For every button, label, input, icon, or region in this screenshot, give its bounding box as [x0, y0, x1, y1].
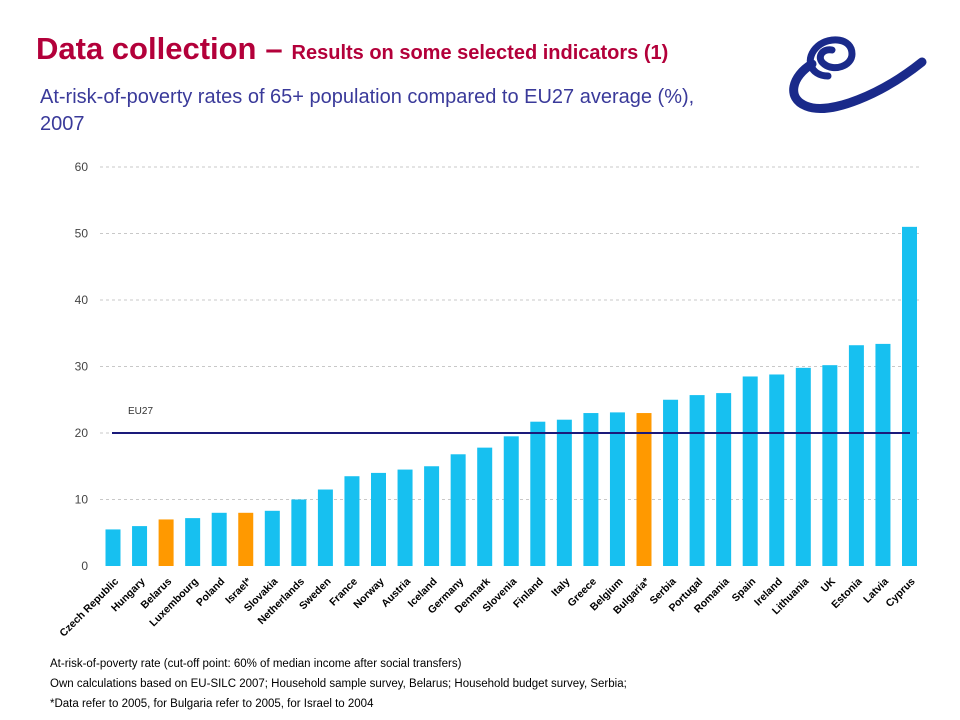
bar-serbia — [663, 399, 679, 566]
bar-iceland — [424, 466, 440, 566]
bar-poland — [211, 512, 227, 566]
y-tick-label-50: 50 — [75, 227, 89, 241]
footnote-definition: At-risk-of-poverty rate (cut-off point: … — [50, 658, 462, 670]
bar-italy — [556, 419, 572, 566]
bar-cyprus — [902, 226, 917, 566]
bar-norway — [371, 472, 386, 566]
bar-luxembourg — [185, 518, 201, 566]
bar-latvia — [875, 343, 891, 566]
bar-hungary — [132, 526, 148, 566]
bar-lithuania — [795, 367, 811, 566]
x-tick-label-italy: Italy — [549, 576, 572, 599]
bar-belgium — [609, 412, 625, 566]
bar-finland — [530, 421, 546, 566]
x-tick-label-cyprus: Cyprus — [884, 576, 918, 610]
x-tick-label-poland: Poland — [194, 576, 227, 609]
bar-belarus — [158, 519, 174, 566]
bar-uk — [822, 365, 838, 566]
x-tick-label-finland: Finland — [511, 576, 546, 611]
slide-title: Data collection – Results on some select… — [36, 30, 668, 67]
bar-czech-republic — [105, 529, 121, 566]
footnote-data-years: *Data refer to 2005, for Bulgaria refer … — [50, 698, 374, 710]
bar-bulgaria — [636, 413, 652, 566]
bar-ireland — [769, 374, 785, 566]
bar-sweden — [317, 489, 333, 566]
bar-romania — [716, 393, 732, 566]
y-tick-label-10: 10 — [75, 493, 89, 507]
y-tick-label-0: 0 — [81, 559, 88, 573]
bar-denmark — [477, 447, 493, 566]
footnote-sources: Own calculations based on EU-SILC 2007; … — [50, 678, 627, 690]
bar-germany — [450, 454, 466, 566]
x-tick-label-uk: UK — [819, 575, 839, 595]
chart-subtitle: At-risk-of-poverty rates of 65+ populati… — [40, 86, 695, 135]
slide-title-sub: Results on some selected indicators (1) — [291, 42, 669, 64]
bar-spain — [742, 376, 758, 566]
y-tick-label-30: 30 — [75, 360, 89, 374]
slide-title-main: Data collection — [36, 31, 257, 66]
bar-france — [344, 476, 360, 566]
slide-title-dash: – — [265, 31, 283, 66]
y-tick-label-40: 40 — [75, 293, 89, 307]
footnotes: At-risk-of-poverty rate (cut-off point: … — [50, 654, 930, 714]
bar-greece — [583, 413, 599, 566]
bar-slovenia — [503, 436, 519, 566]
eu27-reference-label: EU27 — [128, 406, 153, 417]
bar-netherlands — [291, 499, 307, 566]
bar-slovakia — [264, 510, 280, 566]
y-tick-label-60: 60 — [75, 160, 89, 174]
bar-portugal — [689, 395, 705, 566]
y-tick-label-20: 20 — [75, 426, 89, 440]
bar-israel — [238, 512, 254, 566]
bar-estonia — [848, 345, 864, 566]
bar-austria — [397, 469, 413, 566]
council-of-europe-logo — [789, 36, 927, 113]
